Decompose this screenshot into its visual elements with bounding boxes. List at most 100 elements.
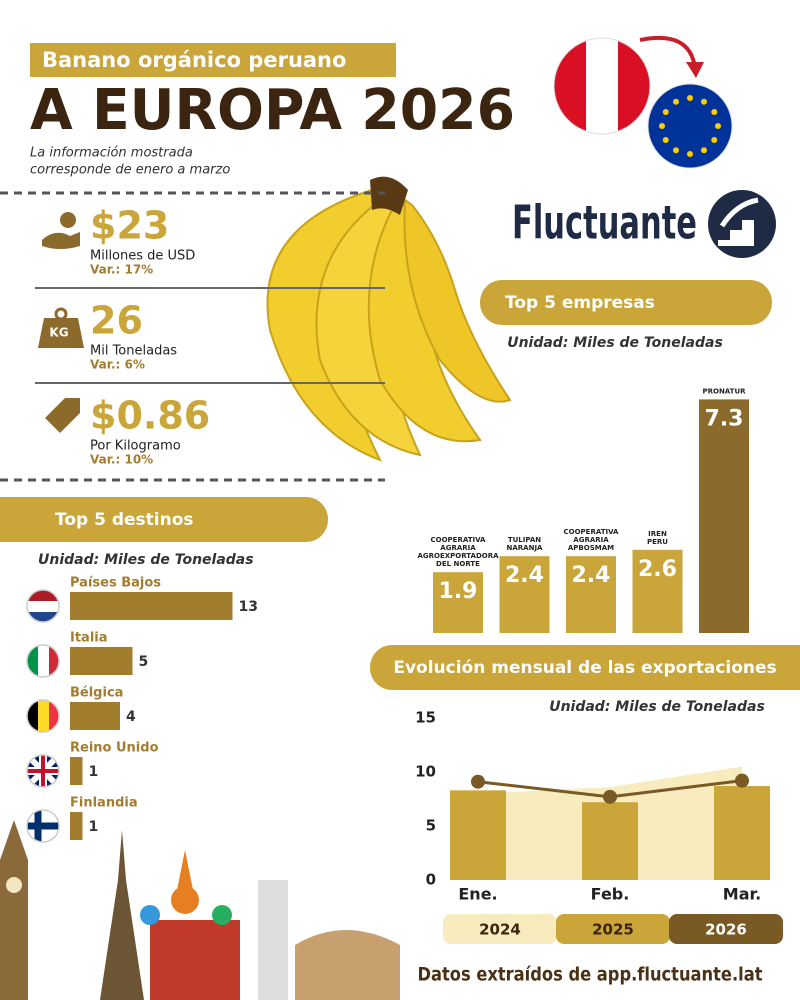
- star: [662, 109, 669, 115]
- chart-title: Evolución mensual de las exportaciones: [393, 658, 776, 678]
- stripe: [38, 700, 49, 732]
- star: [715, 123, 721, 129]
- chart-title: Top 5 destinos: [55, 510, 194, 530]
- stripe: [27, 700, 38, 732]
- star: [662, 137, 669, 143]
- chart-subtitle: Unidad: Miles de Toneladas: [38, 552, 254, 568]
- legend-label: 2024: [479, 921, 521, 939]
- kpi-icon-label: KG: [49, 326, 68, 340]
- legend-swatch: [669, 914, 783, 944]
- x-tick-label: Ene.: [458, 885, 497, 904]
- flag-border: [26, 589, 60, 623]
- category-label: COOPERATIVA: [564, 528, 620, 536]
- bar: [70, 757, 83, 785]
- value-label: 13: [239, 599, 258, 615]
- stripe: [27, 601, 59, 612]
- cross: [27, 810, 59, 842]
- category-label: AGRARIA: [573, 536, 609, 544]
- bar: [582, 802, 638, 880]
- x-tick-label: Mar.: [723, 885, 761, 904]
- legend-swatch: [556, 914, 670, 944]
- y-tick-label: 15: [415, 709, 436, 727]
- category-label: COOPERATIVA: [431, 536, 487, 544]
- star: [701, 147, 707, 154]
- category-label: TULIPAN: [508, 536, 541, 544]
- category-label: PERU: [647, 538, 668, 546]
- stripe: [49, 700, 59, 732]
- bananas: [266, 176, 512, 462]
- point: [603, 789, 617, 804]
- flag-peru: [553, 37, 651, 135]
- bar: [699, 399, 749, 633]
- title: A EUROPA 2026: [30, 78, 515, 143]
- flag: [27, 810, 59, 842]
- cross: [27, 755, 59, 787]
- point: [735, 773, 749, 788]
- value-label: 2.4: [505, 563, 544, 588]
- value-label: 1.9: [439, 579, 478, 604]
- category-label: PRONATUR: [702, 387, 746, 395]
- brand-icon-arrow: [719, 197, 759, 228]
- flag: [27, 645, 59, 677]
- tag: Banano orgánico peruano: [42, 48, 346, 72]
- value-label: 5: [139, 654, 149, 670]
- category-label: Finlandia: [70, 796, 138, 811]
- value-label: 4: [126, 709, 136, 725]
- bar: [70, 592, 233, 620]
- star: [673, 98, 679, 105]
- skyline: [0, 820, 400, 1000]
- chart-subtitle: Unidad: Miles de Toneladas: [507, 335, 723, 351]
- bar: [566, 556, 616, 633]
- flag-border: [26, 754, 60, 788]
- category-label: Bélgica: [70, 686, 123, 701]
- legend-label: 2025: [592, 921, 634, 939]
- category-label: APBOSMAM: [568, 544, 614, 552]
- flag-border: [26, 809, 60, 843]
- star: [701, 98, 707, 105]
- bar: [70, 647, 133, 675]
- category-label: IREN: [648, 530, 667, 538]
- note: La información mostrada: [30, 146, 193, 161]
- point: [471, 774, 485, 789]
- kpi-value: 26: [90, 299, 143, 343]
- pill: [0, 497, 328, 542]
- legend-swatch: [443, 914, 557, 944]
- stripe: [27, 645, 38, 677]
- category-label: Reino Unido: [70, 741, 159, 756]
- chart-title: Top 5 empresas: [505, 293, 655, 313]
- flag-border: [26, 644, 60, 678]
- star: [659, 123, 665, 129]
- stripe: [49, 645, 59, 677]
- star: [673, 147, 679, 154]
- x-tick-label: Feb.: [591, 885, 630, 904]
- category-label: DEL NORTE: [436, 560, 480, 568]
- note: corresponde de enero a marzo: [30, 163, 230, 178]
- arrow-head: [686, 62, 704, 78]
- bar: [70, 812, 83, 840]
- legend-label: 2026: [705, 921, 747, 939]
- y-tick-label: 10: [415, 763, 436, 781]
- category-label: AGRARIA: [440, 544, 476, 552]
- footer: Datos extraídos de app.fluctuante.lat: [418, 964, 763, 986]
- flag-border: [26, 699, 60, 733]
- kpi-value: $0.86: [90, 394, 210, 438]
- kpi-unit: Millones de USD: [90, 249, 195, 264]
- arrow: [639, 35, 697, 69]
- bar: [632, 549, 683, 633]
- chart-subtitle: Unidad: Miles de Toneladas: [549, 699, 765, 715]
- pill: [480, 280, 772, 325]
- kpi-unit: Mil Toneladas: [90, 344, 177, 359]
- value-label: 7.3: [705, 406, 744, 431]
- y-tick-label: 5: [426, 817, 436, 835]
- brand: Fluctuante: [512, 196, 697, 250]
- value-label: 2.4: [572, 563, 611, 588]
- brand-icon-steps: [718, 220, 754, 246]
- value-label: 1: [89, 764, 99, 780]
- flag-eu: [647, 83, 733, 169]
- y-tick-label: 0: [426, 871, 436, 889]
- value-label: 1: [89, 819, 99, 835]
- flag: [27, 590, 59, 622]
